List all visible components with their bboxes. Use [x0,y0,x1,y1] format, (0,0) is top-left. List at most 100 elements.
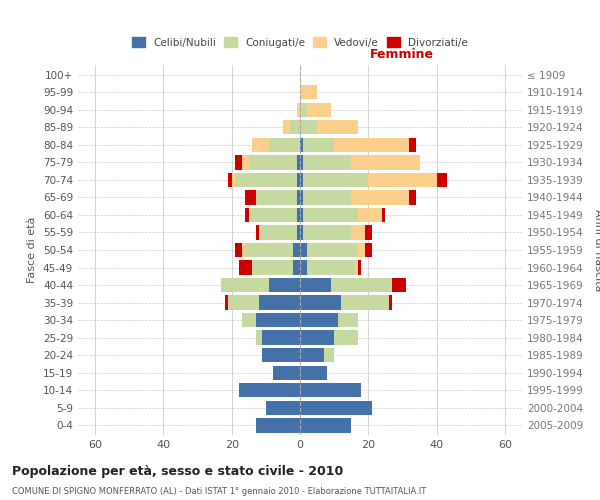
Bar [351,155,419,170]
Bar [300,102,307,117]
Bar [304,190,351,204]
Bar [228,172,232,187]
Bar [249,208,296,222]
Bar [300,226,304,239]
Bar [296,102,300,117]
Text: Femmine: Femmine [370,48,434,62]
Bar [300,366,328,380]
Bar [351,226,365,239]
Bar [235,155,242,170]
Bar [245,208,249,222]
Bar [269,278,300,292]
Bar [351,190,409,204]
Bar [300,313,338,328]
Bar [239,383,300,398]
Bar [296,208,300,222]
Bar [300,190,304,204]
Bar [242,313,256,328]
Bar [300,348,324,362]
Bar [300,172,304,187]
Bar [242,155,249,170]
Bar [290,120,300,134]
Bar [296,190,300,204]
Bar [228,296,259,310]
Text: Popolazione per età, sesso e stato civile - 2010: Popolazione per età, sesso e stato civil… [12,465,343,478]
Text: COMUNE DI SPIGNO MONFERRATO (AL) - Dati ISTAT 1° gennaio 2010 - Elaborazione TUT: COMUNE DI SPIGNO MONFERRATO (AL) - Dati … [12,488,426,496]
Bar [300,418,351,432]
Bar [300,400,372,415]
Bar [368,172,437,187]
Bar [389,296,392,310]
Bar [245,190,256,204]
Bar [338,313,358,328]
Bar [331,278,392,292]
Bar [293,260,300,274]
Bar [256,226,259,239]
Bar [296,226,300,239]
Bar [242,243,245,257]
Bar [232,172,235,187]
Bar [304,138,334,152]
Y-axis label: Anni di nascita: Anni di nascita [593,209,600,291]
Bar [317,120,358,134]
Bar [365,243,372,257]
Bar [341,296,389,310]
Bar [296,155,300,170]
Bar [259,296,300,310]
Bar [300,155,304,170]
Bar [300,85,317,100]
Bar [262,348,300,362]
Bar [307,243,358,257]
Bar [307,102,331,117]
Bar [293,243,300,257]
Bar [235,172,296,187]
Bar [437,172,447,187]
Bar [252,260,293,274]
Bar [221,278,269,292]
Bar [256,330,262,345]
Bar [283,120,290,134]
Bar [392,278,406,292]
Bar [304,155,351,170]
Bar [300,260,307,274]
Bar [300,120,317,134]
Bar [307,260,355,274]
Bar [269,138,300,152]
Bar [358,260,361,274]
Bar [304,226,351,239]
Bar [266,400,300,415]
Bar [235,243,242,257]
Bar [304,172,368,187]
Bar [252,138,269,152]
Bar [245,243,293,257]
Bar [365,226,372,239]
Bar [300,296,341,310]
Bar [334,138,409,152]
Bar [256,313,300,328]
Legend: Celibi/Nubili, Coniugati/e, Vedovi/e, Divorziati/e: Celibi/Nubili, Coniugati/e, Vedovi/e, Di… [128,33,472,52]
Bar [300,243,307,257]
Bar [355,260,358,274]
Bar [300,278,331,292]
Bar [256,190,296,204]
Bar [358,243,365,257]
Bar [300,383,361,398]
Bar [300,138,304,152]
Bar [409,138,416,152]
Bar [296,172,300,187]
Bar [239,260,252,274]
Bar [259,226,296,239]
Bar [256,418,300,432]
Bar [304,208,358,222]
Y-axis label: Fasce di età: Fasce di età [28,217,37,283]
Bar [334,330,358,345]
Bar [272,366,300,380]
Bar [300,330,334,345]
Bar [409,190,416,204]
Bar [262,330,300,345]
Bar [324,348,334,362]
Bar [382,208,385,222]
Bar [225,296,228,310]
Bar [249,155,296,170]
Bar [300,208,304,222]
